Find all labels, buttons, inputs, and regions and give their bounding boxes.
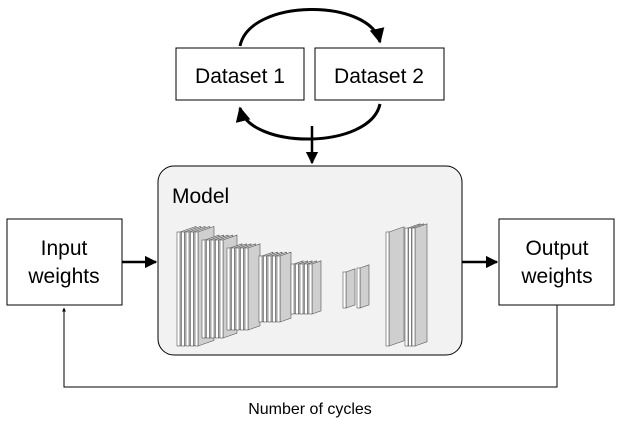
layer-slab-edge	[240, 247, 244, 331]
layer-slab-edge	[290, 263, 295, 315]
cycle-arrows-icon	[235, 8, 385, 141]
layer-slab-edge	[231, 247, 235, 331]
layer-slab-edge	[276, 255, 281, 323]
layer-slab-edge	[226, 247, 231, 331]
layer-slab-edge	[263, 255, 267, 323]
layer-slab-edge	[185, 231, 190, 347]
layer-slab	[311, 260, 322, 315]
layer-slab	[388, 226, 405, 347]
dataset-2-box: Dataset 2	[314, 47, 445, 101]
layer-slab-edge	[244, 247, 249, 331]
dataset-1-box: Dataset 1	[175, 47, 305, 101]
layer-slab-edge	[206, 239, 210, 339]
layer-slab-edge	[299, 263, 304, 315]
layer-slab-edge	[304, 263, 308, 315]
dataset-1-label: Dataset 1	[195, 65, 285, 88]
layer-slab-edge	[219, 239, 224, 339]
input-weights-line2: weights	[27, 265, 99, 288]
layer-slab-edge	[201, 239, 206, 339]
layer-slab-edge	[295, 263, 299, 315]
layer-slab-edge	[235, 247, 240, 331]
layer-slab-edge	[308, 263, 313, 315]
layer-slab-edge	[404, 227, 409, 347]
output-weights-line1: Output	[525, 237, 588, 260]
layer-slab-edge	[272, 255, 276, 323]
layer-slab-edge	[408, 227, 412, 347]
dataset-2-label: Dataset 2	[334, 65, 424, 88]
input-weights-line1: Input	[41, 237, 88, 260]
layer-slab-edge	[181, 231, 185, 347]
layer-slab-edge	[258, 255, 263, 323]
layer-slab-edge	[267, 255, 272, 323]
output-weights-line2: weights	[520, 265, 592, 288]
neural-network-layers-icon	[176, 223, 428, 347]
output-weights-box: Output weights	[498, 218, 615, 306]
layer-slab-edge	[194, 231, 199, 347]
input-weights-box: Input weights	[6, 218, 123, 306]
layer-slab	[279, 251, 292, 323]
layer-slab-edge	[356, 267, 361, 309]
layer-slab-edge	[342, 271, 347, 309]
layer-slab-edge	[190, 231, 194, 347]
layer-slab	[247, 243, 261, 331]
feedback-loop-arrow	[62, 305, 558, 388]
model-label: Model	[172, 185, 229, 208]
number-of-cycles-label: Number of cycles	[248, 401, 372, 418]
layer-slab-edge	[215, 239, 219, 339]
layer-slab-edge	[411, 227, 416, 347]
layer-slab	[359, 264, 370, 309]
layer-slab-edge	[385, 231, 390, 347]
layer-slab	[345, 268, 356, 309]
layer-slab-edge	[210, 239, 215, 339]
layer-slab	[414, 223, 428, 347]
layer-slab-edge	[176, 231, 181, 347]
